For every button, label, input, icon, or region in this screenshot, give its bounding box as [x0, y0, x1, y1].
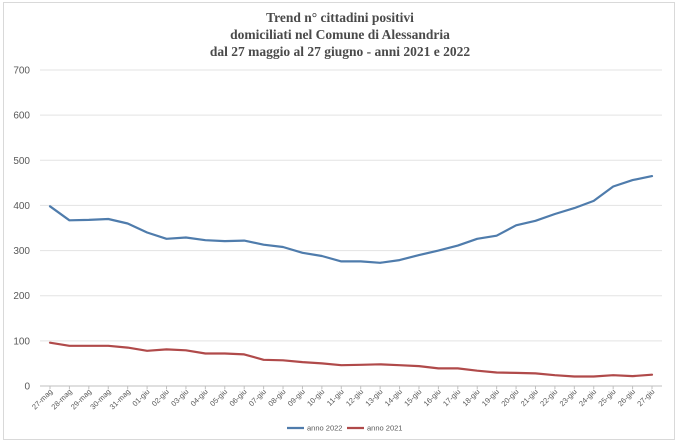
series-line-0: [48, 175, 654, 264]
x-axis: 27-mag28-mag29-mag30-mag31-mag01-giu02-g…: [30, 386, 656, 411]
x-tick-label: 13-giu: [363, 387, 384, 408]
x-tick-label: 04-giu: [189, 387, 210, 408]
x-tick-label: 17-giu: [441, 387, 462, 408]
x-tick-label: 27-giu: [635, 387, 656, 408]
x-tick-label: 22-giu: [538, 387, 559, 408]
x-tick-label: 31-mag: [108, 387, 132, 411]
x-tick-label: 05-giu: [208, 387, 229, 408]
grid-lines: [40, 69, 662, 387]
y-tick-label: 0: [24, 382, 30, 393]
x-tick-label: 27-mag: [30, 387, 54, 411]
x-tick-label: 16-giu: [422, 387, 443, 408]
x-tick-label: 15-giu: [402, 387, 423, 408]
x-tick-label: 12-giu: [344, 387, 365, 408]
x-tick-label: 20-giu: [499, 387, 520, 408]
x-tick-label: 18-giu: [461, 387, 482, 408]
x-tick-label: 02-giu: [150, 387, 171, 408]
x-tick-label: 10-giu: [305, 387, 326, 408]
x-tick-label: 30-mag: [88, 387, 112, 411]
chart-title-line-2: domiciliati nel Comune di Alessandria: [230, 27, 450, 42]
y-tick-label: 300: [13, 246, 30, 257]
x-tick-label: 26-giu: [616, 387, 637, 408]
chart-title-line-1: Trend n° cittadini positivi: [266, 10, 414, 25]
x-tick-label: 11-giu: [325, 387, 346, 408]
y-tick-label: 200: [13, 291, 30, 302]
x-tick-label: 01-giu: [130, 387, 151, 408]
x-tick-label: 21-giu: [519, 387, 540, 408]
legend-label-1: anno 2021: [367, 424, 402, 433]
x-tick-label: 06-giu: [227, 387, 248, 408]
y-tick-label: 700: [13, 66, 30, 77]
x-tick-label: 19-giu: [480, 387, 501, 408]
x-tick-label: 03-giu: [169, 387, 190, 408]
x-tick-label: 08-giu: [266, 387, 287, 408]
x-tick-label: 14-giu: [383, 387, 404, 408]
chart-title: Trend n° cittadini positivi domiciliati …: [0, 9, 680, 60]
x-tick-label: 09-giu: [286, 387, 307, 408]
x-tick-label: 29-mag: [69, 387, 93, 411]
legend: anno 2022 anno 2021: [287, 424, 402, 433]
series-line-1: [48, 341, 654, 378]
y-tick-label: 100: [13, 336, 30, 347]
x-tick-label: 25-giu: [596, 387, 617, 408]
x-tick-label: 24-giu: [577, 387, 598, 408]
y-axis: 0 100 200 300 400 500 600 700: [13, 66, 30, 393]
y-tick-label: 600: [13, 111, 30, 122]
series-lines: [48, 175, 654, 378]
y-tick-label: 500: [13, 156, 30, 167]
legend-label-0: anno 2022: [307, 424, 342, 433]
x-tick-label: 28-mag: [49, 387, 73, 411]
x-tick-label: 23-giu: [558, 387, 579, 408]
chart-title-line-3: dal 27 maggio al 27 giugno - anni 2021 e…: [209, 44, 471, 59]
x-tick-label: 07-giu: [247, 387, 268, 408]
y-tick-label: 400: [13, 201, 30, 212]
